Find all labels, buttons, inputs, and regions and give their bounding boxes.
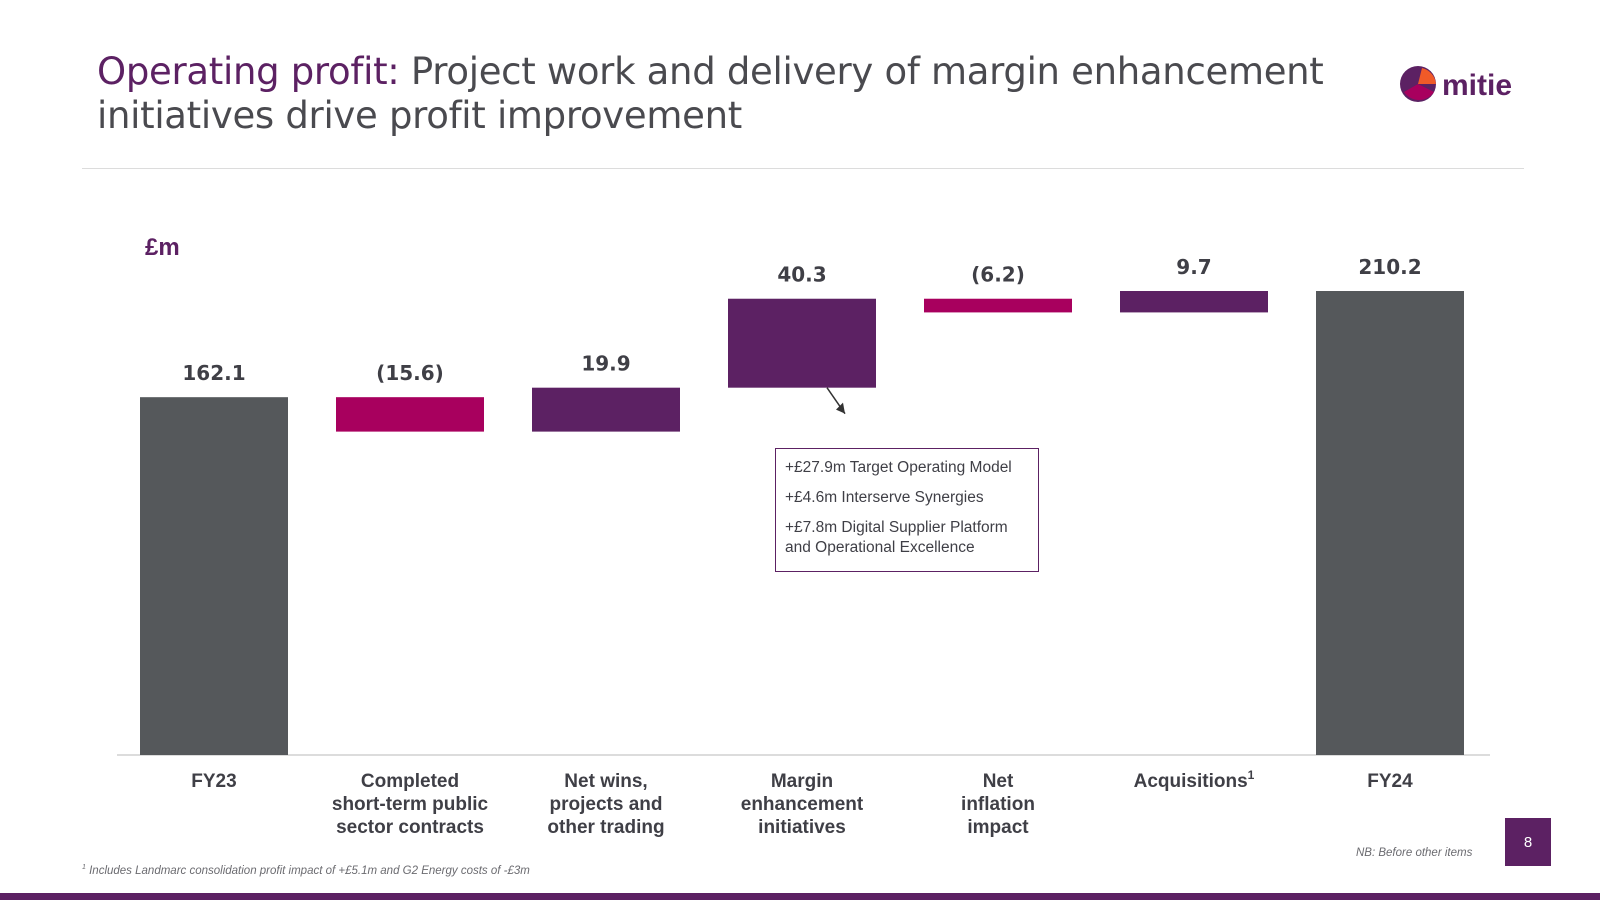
category-label: sector contracts [336, 817, 484, 838]
bar-total [140, 397, 288, 755]
mitie-logo: mitie [1396, 62, 1526, 106]
footnote: 1 Includes Landmarc consolidation profit… [82, 864, 530, 877]
title-text: Project work and delivery of margin enha… [97, 50, 1324, 137]
value-label: 40.3 [777, 263, 826, 287]
category-label: inflation [961, 794, 1035, 815]
category-label: Net wins, [564, 771, 647, 792]
footnote-text: Includes Landmarc consolidation profit i… [85, 864, 530, 877]
page-title: Operating profit: Project work and deliv… [97, 50, 1377, 138]
value-label: (6.2) [971, 263, 1025, 287]
bar-decrease [924, 298, 1072, 313]
value-label: 19.9 [581, 352, 630, 376]
category-label: enhancement [741, 794, 864, 815]
header-divider [82, 168, 1524, 169]
category-label: FY24 [1367, 771, 1413, 792]
category-label: Margin [771, 771, 833, 792]
title-accent: Operating profit: [97, 50, 400, 93]
category-superscript: 1 [1248, 768, 1255, 782]
category-label: projects and [550, 794, 663, 815]
unit-label: £m [145, 234, 180, 261]
category-label: FY23 [191, 771, 236, 792]
bar-increase [532, 387, 680, 432]
category-label: short-term public [332, 794, 489, 815]
callout-line: +£27.9m Target Operating Model [785, 459, 1012, 476]
mitie-logo-icon: mitie [1400, 66, 1512, 102]
category-label: initiatives [758, 817, 846, 838]
bar-increase [728, 298, 876, 388]
callout-line: +£7.8m Digital Supplier Platform and Ope… [785, 519, 1008, 556]
margin-callout-box: +£27.9m Target Operating Model +£4.6m In… [775, 448, 1039, 572]
logo-text: mitie [1442, 69, 1512, 102]
category-label: Completed [361, 771, 459, 792]
value-label: (15.6) [376, 361, 444, 385]
category-label: Net [983, 771, 1014, 792]
bar-increase [1120, 291, 1268, 313]
value-label: 9.7 [1176, 255, 1211, 279]
bar-decrease [336, 397, 484, 432]
bottom-bar [0, 893, 1600, 900]
nb-note: NB: Before other items [1356, 847, 1473, 859]
bar-total [1316, 291, 1464, 755]
category-label: impact [967, 817, 1029, 838]
callout-line: +£4.6m Interserve Synergies [785, 489, 984, 506]
category-label: Acquisitions1 [1134, 768, 1255, 792]
value-label: 162.1 [182, 361, 245, 385]
page-number: 8 [1505, 818, 1551, 866]
footnote-mark: 1 [82, 864, 86, 871]
callout-arrowhead [836, 402, 845, 414]
category-label: other trading [547, 817, 664, 838]
value-label: 210.2 [1358, 255, 1421, 279]
